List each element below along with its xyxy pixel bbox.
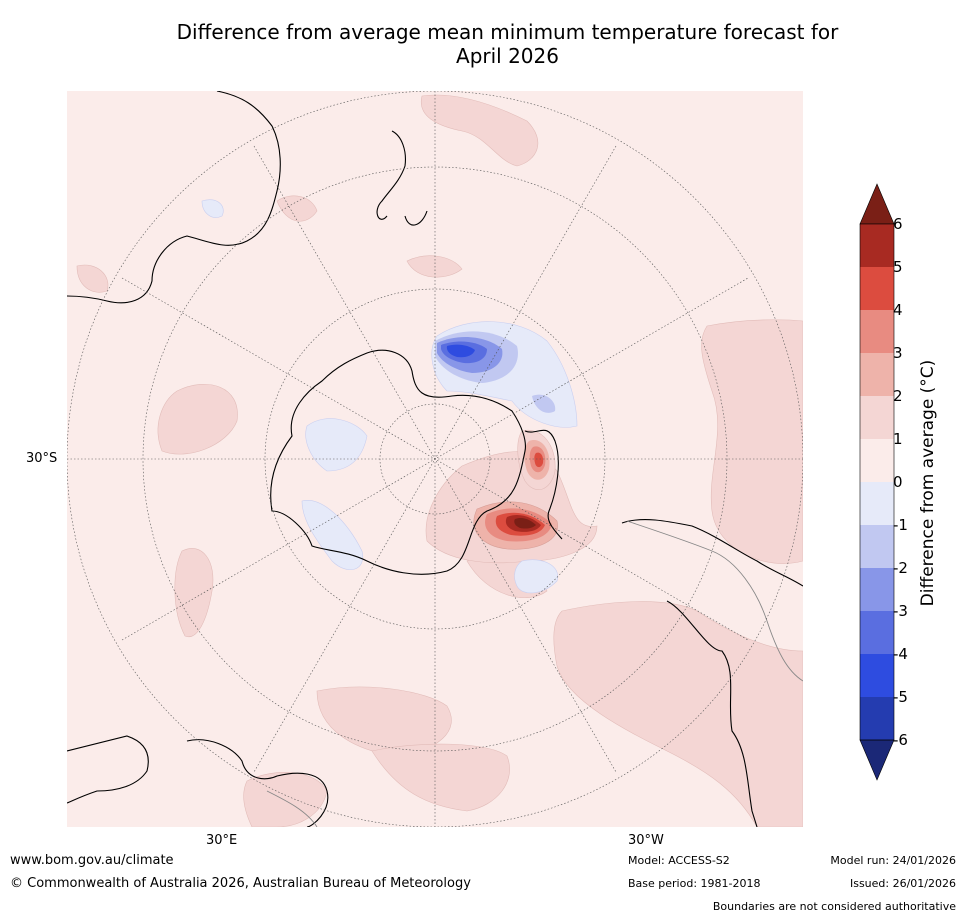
country-borders — [266, 520, 803, 827]
colorbar-tick: -5 — [893, 688, 908, 706]
colorbar-band-1to2 — [860, 396, 894, 439]
map-title: Difference from average mean minimum tem… — [60, 20, 955, 68]
colorbar-frame — [859, 223, 895, 741]
colorbar-tick: -6 — [893, 731, 908, 749]
colorbar-tick: -2 — [893, 559, 908, 577]
colorbar-band-m2tom1 — [860, 525, 894, 568]
lon-label-30w: 30°W — [628, 833, 664, 848]
title-line-2: April 2026 — [456, 44, 559, 68]
colorbar-tick: -4 — [893, 645, 908, 663]
colorbar-band-m4tom3 — [860, 611, 894, 654]
colorbar-band-0to1 — [860, 439, 894, 482]
base-period-text: Base period: 1981-2018 — [628, 877, 761, 890]
colorbar-tick: 2 — [893, 387, 903, 405]
colorbar-band-m6tom5 — [860, 697, 894, 740]
model-text: Model: ACCESS-S2 — [628, 854, 730, 867]
lon-label-30e: 30°E — [206, 833, 238, 848]
anomaly-peninsula-4to5 — [534, 452, 544, 468]
colorbar-band-m1to0 — [860, 482, 894, 525]
colorbar-band-3to4 — [860, 310, 894, 353]
anomaly-patches-1to2 — [76, 94, 803, 827]
colorbar-under-arrow — [859, 739, 895, 781]
colorbar-over-arrow — [859, 183, 895, 225]
colorbar-band-2to3 — [860, 353, 894, 396]
copyright-text: © Commonwealth of Australia 2026, Austra… — [10, 876, 471, 891]
lat-label-30s: 30°S — [26, 451, 58, 466]
colorbar-band-m5tom4 — [860, 654, 894, 697]
forecast-map — [67, 91, 803, 827]
anomaly-patches-m5tom4 — [446, 344, 475, 358]
colorbar — [859, 183, 895, 781]
colorbar-band-m3tom2 — [860, 568, 894, 611]
graticule — [67, 91, 803, 827]
colorbar-label: Difference from average (°C) — [918, 359, 938, 607]
title-line-1: Difference from average mean minimum tem… — [176, 20, 839, 44]
colorbar-tick: -3 — [893, 602, 908, 620]
anomaly-weddell-over6 — [514, 517, 536, 529]
colorbar-tick: 4 — [893, 301, 903, 319]
colorbar-tick: 3 — [893, 344, 903, 362]
colorbar-tick: 0 — [893, 473, 903, 491]
disclaimer-text: Boundaries are not considered authoritat… — [712, 900, 956, 913]
website-link[interactable]: www.bom.gov.au/climate — [10, 853, 174, 868]
colorbar-tick: -1 — [893, 516, 908, 534]
issued-text: Issued: 26/01/2026 — [849, 877, 956, 890]
colorbar-band-4to5 — [860, 267, 894, 310]
model-run-text: Model run: 24/01/2026 — [830, 854, 956, 867]
colorbar-band-5to6 — [860, 224, 894, 267]
colorbar-tick: 5 — [893, 258, 903, 276]
colorbar-tick: 1 — [893, 430, 903, 448]
colorbar-tick: 6 — [893, 215, 903, 233]
